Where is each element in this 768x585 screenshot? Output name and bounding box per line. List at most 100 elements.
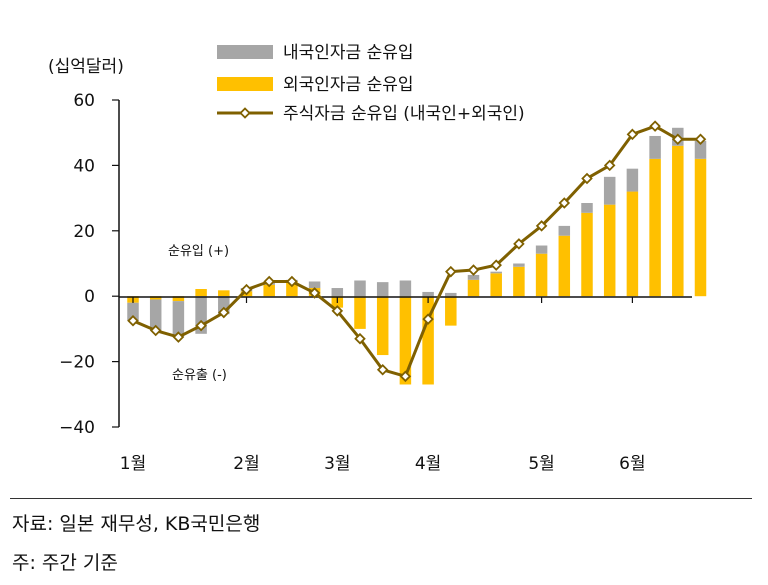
bar-foreign: [603, 204, 616, 297]
bar-foreign: [286, 281, 298, 297]
bar-foreign: [672, 145, 684, 297]
bar-foreign: [467, 279, 480, 297]
footnote: 주: 주간 기준: [12, 552, 118, 574]
line-point: [513, 238, 525, 250]
legend-swatch-foreign: [217, 77, 273, 91]
line-point: [672, 133, 684, 146]
line-point: [240, 283, 253, 296]
legend-label-foreign: 외국인자금 순유입: [283, 75, 414, 95]
footer-divider: [10, 498, 752, 499]
y-tick-label: 0: [84, 287, 95, 307]
bar-domestic: [513, 263, 525, 267]
x-tick-label: 6월: [619, 454, 645, 474]
y-tick-label: 60: [73, 91, 95, 111]
bar-domestic: [218, 296, 230, 315]
line-point: [490, 259, 502, 271]
bar-domestic: [558, 225, 571, 236]
line-point: [172, 331, 185, 343]
x-tick-label: 4월: [415, 454, 441, 474]
bar-domestic: [149, 299, 162, 331]
line-point: [535, 220, 548, 232]
legend-marker-net: [239, 107, 251, 119]
bar-domestic: [467, 274, 480, 280]
line-point: [308, 287, 321, 299]
legend-swatch-domestic: [217, 45, 273, 59]
source-note: 자료: 일본 재무성, KB국민은행: [12, 513, 261, 535]
bar-domestic: [127, 302, 139, 321]
y-tick-label: 40: [73, 156, 95, 176]
net-flow-line: [127, 120, 707, 383]
annotation-outflow: 순유출 (-): [172, 368, 227, 383]
bar-foreign: [172, 296, 185, 302]
x-tick-label: 3월: [324, 454, 350, 474]
bar-foreign: [354, 296, 366, 329]
y-tick-label: −40: [59, 418, 95, 438]
bar-domestic: [649, 135, 661, 159]
bar-domestic: [376, 282, 389, 297]
bar-domestic: [490, 271, 502, 274]
bar-domestic: [399, 280, 412, 297]
line-point: [422, 313, 434, 325]
y-tick-label: 20: [73, 222, 95, 242]
bar-domestic: [581, 203, 593, 213]
line-point: [467, 264, 480, 276]
line-point: [649, 120, 661, 132]
bar-foreign: [649, 158, 661, 297]
line-point: [558, 197, 571, 209]
line-point: [445, 265, 457, 278]
line-point: [218, 306, 230, 319]
line-point: [149, 324, 162, 337]
line-point: [581, 172, 593, 185]
bar-domestic: [331, 288, 344, 297]
bar-foreign: [535, 253, 548, 297]
bar-foreign: [490, 273, 502, 297]
y-tick-label: −20: [59, 353, 95, 373]
line-point: [127, 314, 139, 327]
unit-label: (십억달러): [48, 57, 124, 77]
bar-foreign: [399, 296, 412, 385]
legend-label-net: 주식자금 순유입 (내국인+외국인): [283, 104, 525, 124]
y-axis-ticks: 60 40 20 0 −20 −40: [59, 91, 119, 438]
bar-foreign: [195, 289, 207, 297]
line-point: [694, 133, 707, 146]
line-point: [195, 319, 207, 332]
bar-foreign: [513, 266, 525, 297]
bar-foreign: [581, 212, 593, 297]
bar-domestic: [445, 292, 457, 297]
line-point: [376, 364, 389, 376]
bar-foreign: [149, 296, 162, 300]
line-point: [286, 275, 298, 288]
bar-foreign: [263, 284, 275, 297]
bar-domestic: [603, 176, 616, 205]
line-point: [626, 128, 639, 141]
line-point: [603, 159, 616, 172]
bar-domestic: [626, 168, 639, 192]
line-point: [263, 275, 275, 288]
line-point: [331, 305, 344, 317]
x-tick-label: 2월: [233, 454, 259, 474]
bar-foreign: [694, 158, 707, 297]
bar-domestic: [422, 291, 434, 297]
bar-domestic: [172, 301, 185, 338]
line-point: [354, 332, 366, 345]
x-tick-label: 1월: [120, 454, 146, 474]
line-point: [399, 370, 412, 383]
bar-foreign: [445, 296, 457, 326]
bar-domestic: [694, 140, 707, 159]
annotation-inflow: 순유입 (+): [168, 244, 229, 259]
bar-domestic: [535, 245, 548, 254]
bar-foreign: [558, 235, 571, 297]
bar-foreign: [626, 191, 639, 297]
bar-foreign: [218, 290, 230, 297]
x-axis-ticks: 1월 2월 3월 4월 5월 6월: [120, 297, 646, 474]
line-path: [132, 124, 701, 378]
bar-domestic: [195, 296, 207, 334]
x-tick-label: 5월: [528, 454, 554, 474]
bar-foreign: [422, 296, 434, 385]
bar-domestic: [354, 280, 366, 297]
bar-domestic: [308, 281, 321, 289]
legend-label-domestic: 내국인자금 순유입: [283, 43, 414, 63]
bar-foreign: [376, 296, 389, 356]
